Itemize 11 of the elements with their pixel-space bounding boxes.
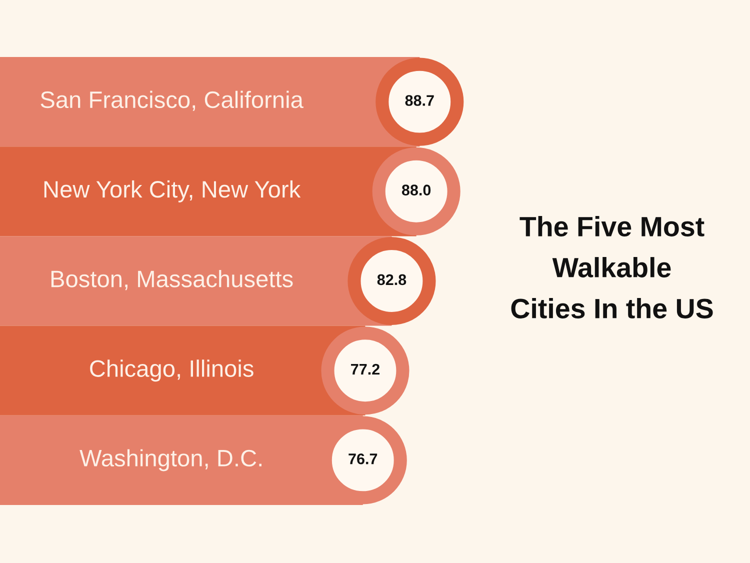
data-label: 77.2 (351, 364, 380, 375)
data-label: 88.7 (405, 95, 434, 106)
y-tick-label: San Francisco, California (40, 90, 304, 111)
data-label: 82.8 (377, 274, 406, 286)
data-label: 88.0 (402, 184, 431, 196)
y-tick-label: Boston, Massachusetts (51, 270, 293, 290)
data-label: 76.7 (348, 453, 378, 464)
text: The Five Most Walkable Cities In the US (511, 216, 713, 318)
y-tick-label: Chicago, Illinois (90, 360, 254, 382)
y-tick-label: New York City, New York (44, 180, 301, 202)
y-tick-label: Washington, D.C. (80, 449, 262, 472)
